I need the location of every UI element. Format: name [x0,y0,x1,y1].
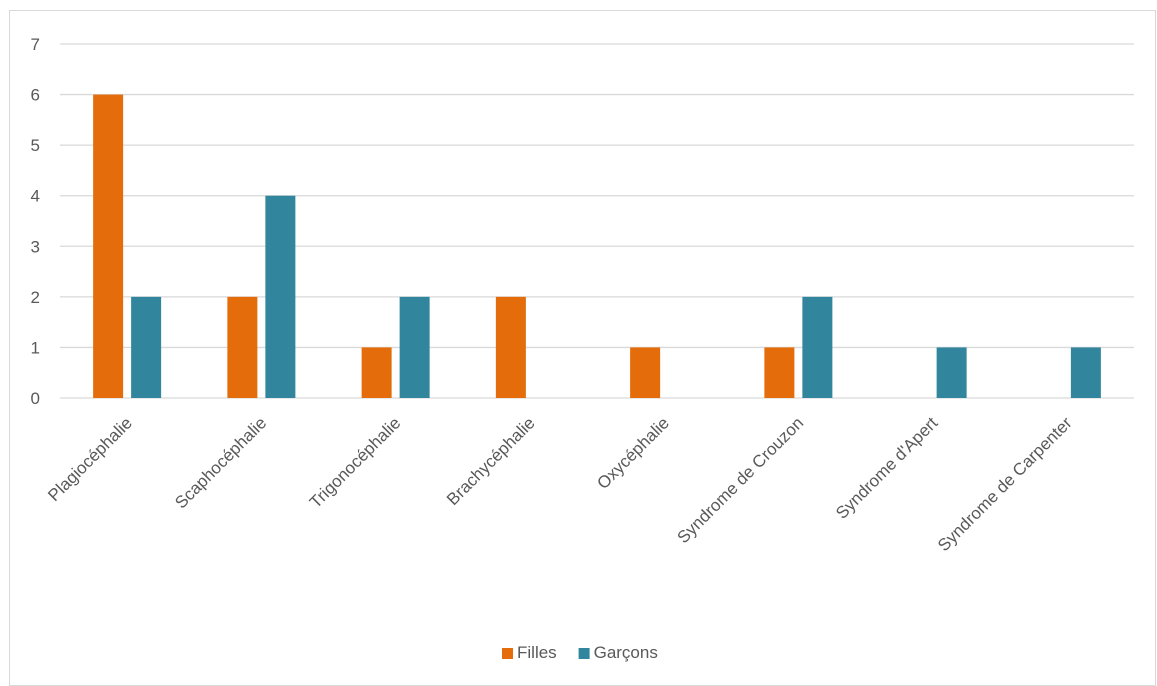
x-category-label: Scaphocéphalie [171,413,270,512]
y-axis-tick-labels: 0 1 2 3 4 5 6 7 [31,35,40,408]
legend-item-gar-ons: Garçons [578,643,658,662]
legend-label: Garçons [594,643,658,662]
bar-gar-ons-8 [1070,347,1101,398]
bar-gar-ons-3 [399,296,430,398]
bar-filles-5 [630,347,661,398]
bar-gar-ons-2 [265,195,296,398]
bar-filles-4 [495,296,526,398]
y-tick-label: 7 [31,35,40,54]
x-category-label: Brachycéphalie [443,413,539,509]
y-tick-label: 1 [31,338,40,357]
bar-filles-1 [93,94,124,399]
y-tick-label: 6 [31,86,40,105]
legend: Filles Garçons [502,643,658,662]
x-category-label: Trigonocéphalie [306,413,405,512]
y-tick-label: 0 [31,389,40,408]
y-tick-label: 5 [31,136,40,155]
legend-label: Filles [517,643,557,662]
bar-gar-ons-7 [936,347,967,398]
bar-filles-6 [764,347,795,398]
y-tick-label: 4 [31,187,40,206]
y-tick-label: 2 [31,288,40,307]
legend-swatch [502,648,513,659]
legend-swatch [578,648,590,659]
x-category-label: Syndrome de Carpenter [934,413,1076,555]
bars [93,94,1101,399]
y-tick-label: 3 [31,237,40,256]
bar-filles-2 [227,296,258,398]
legend-item-filles: Filles [502,643,557,662]
x-axis-category-labels: Plagiocéphalie Scaphocéphalie Trigonocépha… [44,413,1076,555]
bar-gar-ons-1 [131,296,162,398]
bar-gar-ons-6 [802,296,833,398]
gridlines [60,43,1134,399]
x-category-label: Plagiocéphalie [44,413,136,505]
x-category-label: Syndrome de Crouzon [673,413,807,547]
bar-filles-3 [361,347,392,398]
x-category-label: Syndrome d'Apert [832,413,941,522]
x-category-label: Oxycéphalie [593,413,673,493]
